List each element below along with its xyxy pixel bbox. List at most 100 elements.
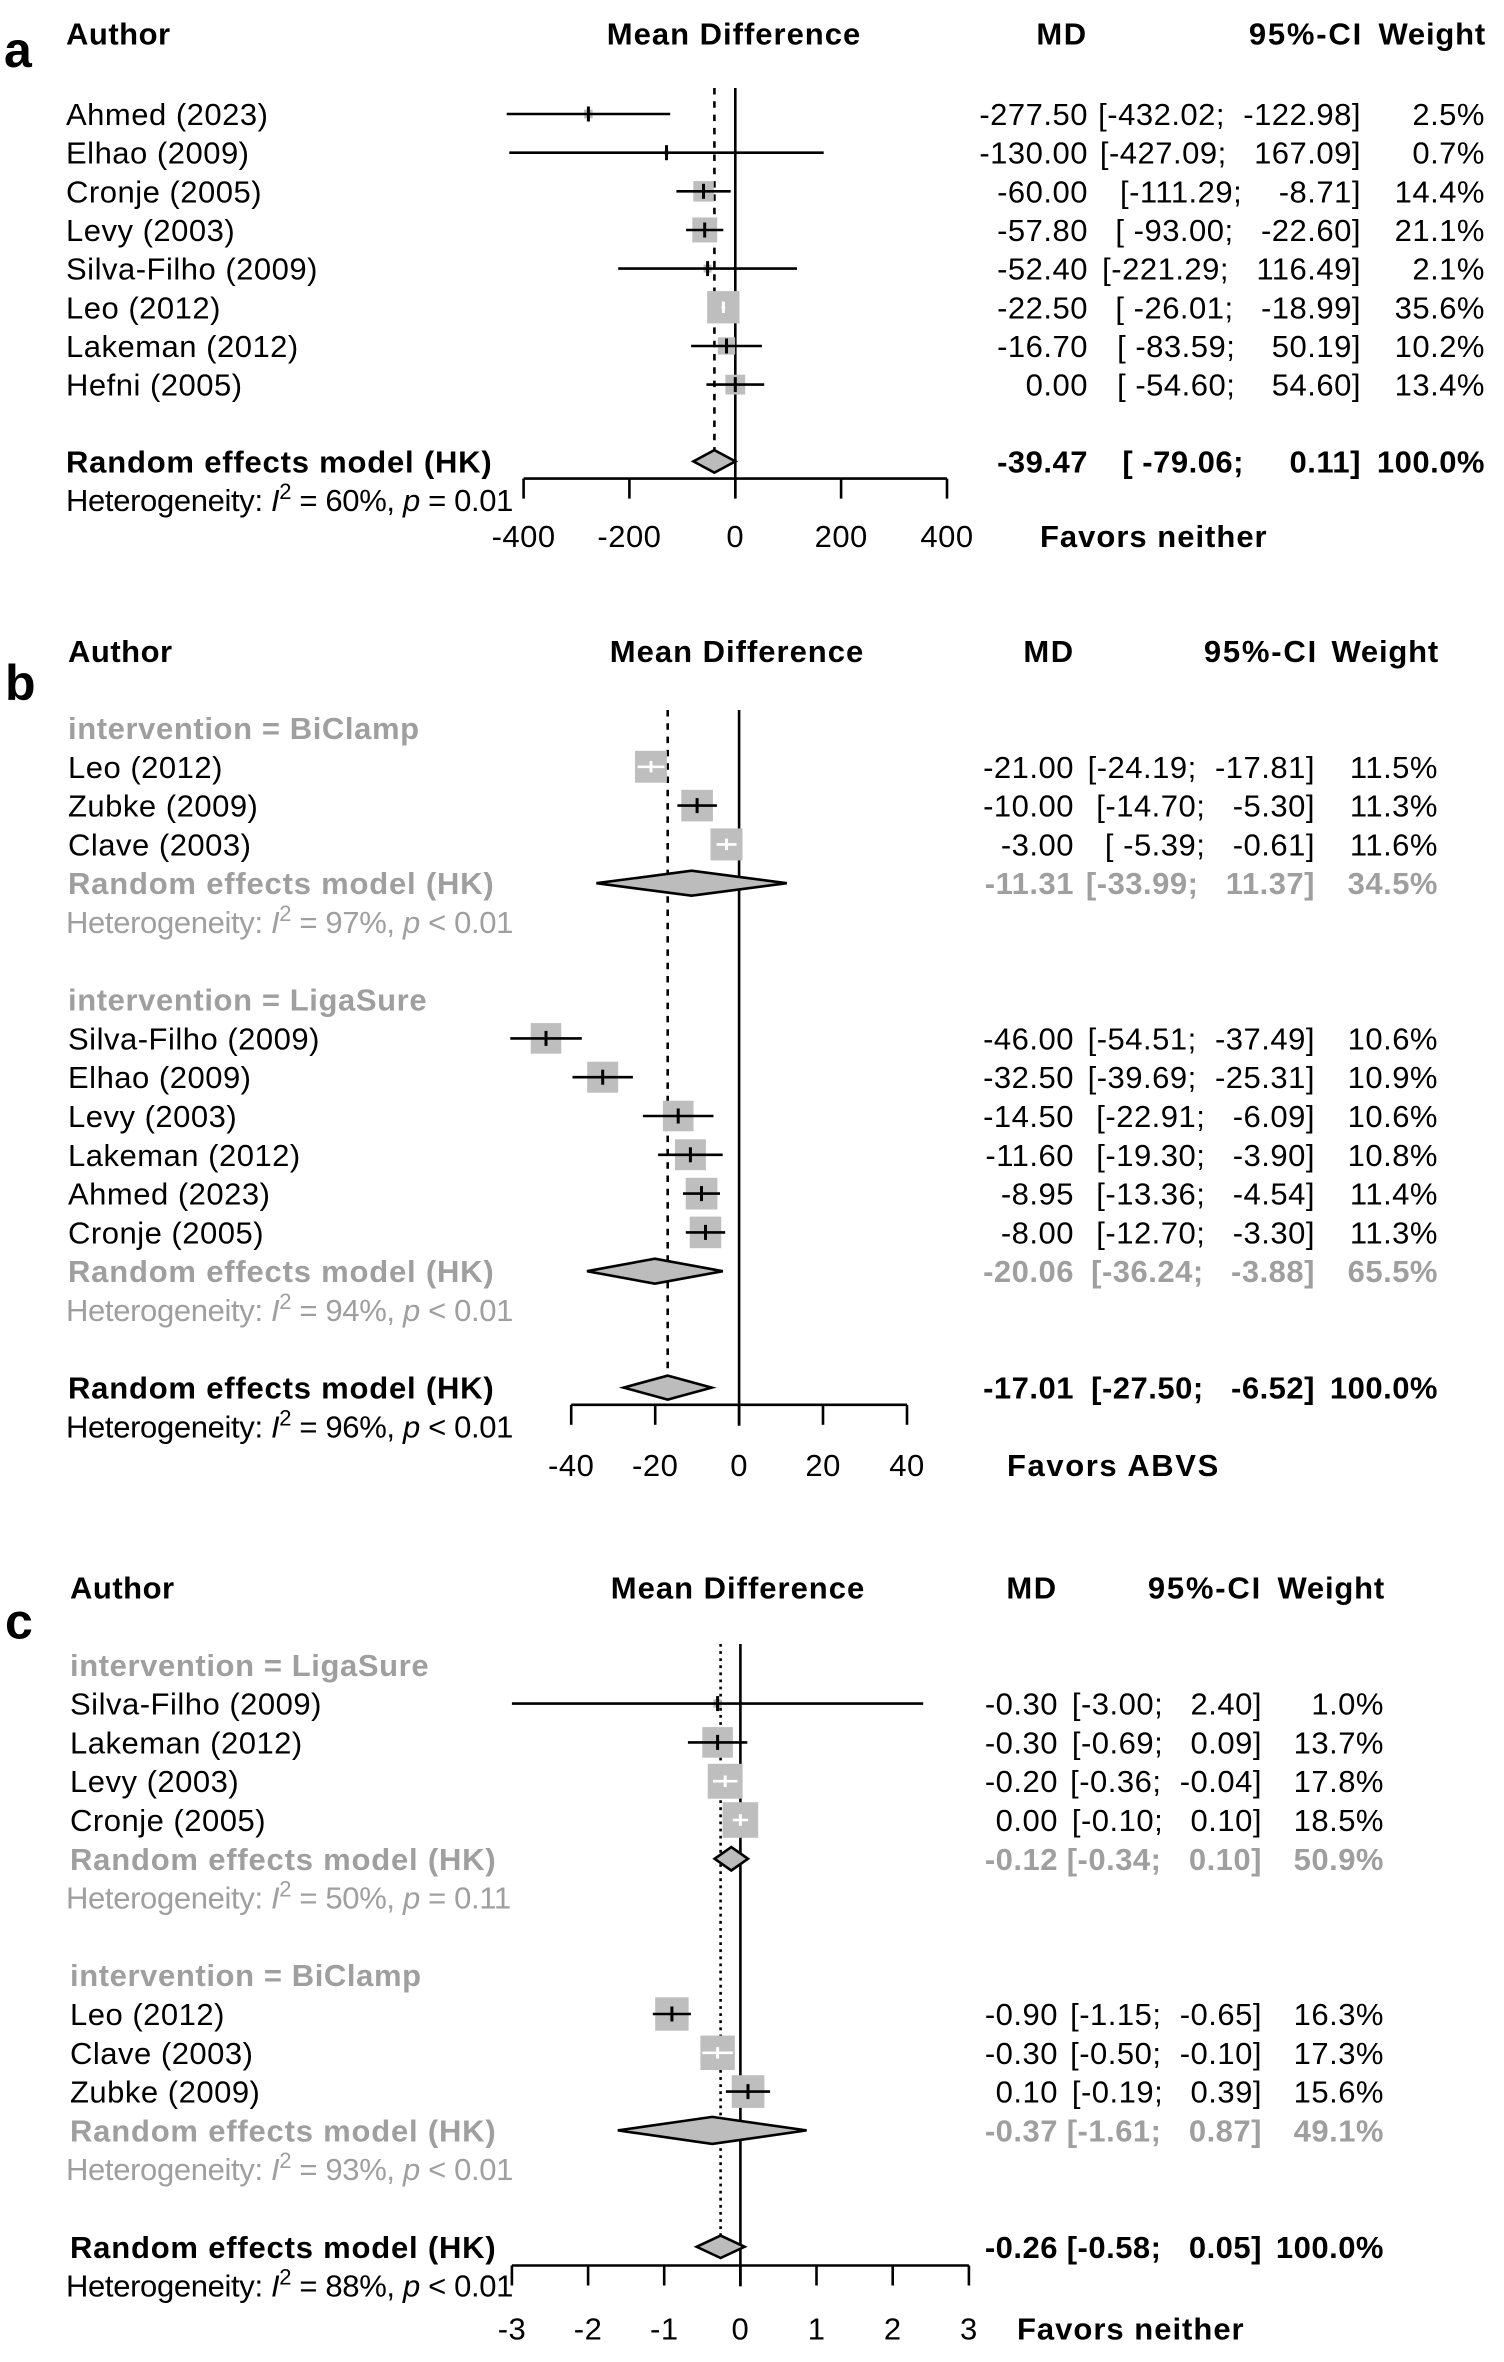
- svg-text:-10.00: -10.00: [983, 789, 1074, 824]
- svg-text:Mean Difference: Mean Difference: [610, 634, 864, 669]
- svg-text:[-36.24; -3.88]: [-36.24; -3.88]: [1091, 1254, 1315, 1289]
- svg-text:65.5%: 65.5%: [1348, 1254, 1438, 1289]
- svg-text:0.7%: 0.7%: [1412, 136, 1485, 171]
- svg-text:Clave (2003): Clave (2003): [70, 2036, 253, 2071]
- svg-text:MD: MD: [1006, 1571, 1057, 1606]
- svg-text:Silva-Filho (2009): Silva-Filho (2009): [68, 1021, 320, 1056]
- svg-text:[-427.09; 167.09]: [-427.09; 167.09]: [1100, 136, 1361, 171]
- svg-text:Silva-Filho (2009): Silva-Filho (2009): [66, 252, 318, 287]
- svg-text:Hefni (2005): Hefni (2005): [66, 368, 243, 403]
- svg-text:17.8%: 17.8%: [1294, 1764, 1384, 1799]
- svg-text:-21.00: -21.00: [983, 750, 1074, 785]
- svg-text:[-54.51; -37.49]: [-54.51; -37.49]: [1088, 1021, 1315, 1056]
- svg-text:11.3%: 11.3%: [1350, 789, 1438, 824]
- svg-text:17.3%: 17.3%: [1294, 2036, 1384, 2071]
- svg-text:Ahmed (2023): Ahmed (2023): [66, 97, 268, 132]
- svg-text:Leo (2012): Leo (2012): [70, 1997, 225, 2032]
- svg-text:13.4%: 13.4%: [1395, 368, 1485, 403]
- svg-text:95%-CI: 95%-CI: [1204, 634, 1318, 669]
- svg-text:-0.30: -0.30: [985, 1687, 1058, 1722]
- svg-text:Levy (2003): Levy (2003): [68, 1099, 237, 1134]
- svg-text:Random effects model (HK): Random effects model (HK): [68, 866, 494, 901]
- svg-text:-0.20: -0.20: [985, 1764, 1058, 1799]
- svg-text:Heterogeneity: I2 = 94%, p < 0: Heterogeneity: I2 = 94%, p < 0.01: [66, 1289, 513, 1328]
- svg-text:-20.06: -20.06: [983, 1254, 1074, 1289]
- svg-text:-60.00: -60.00: [997, 174, 1088, 209]
- svg-text:-40: -40: [548, 1448, 594, 1483]
- svg-text:Weight: Weight: [1331, 634, 1439, 669]
- svg-text:10.6%: 10.6%: [1348, 1099, 1438, 1134]
- svg-text:11.6%: 11.6%: [1350, 827, 1438, 862]
- svg-text:[-33.99; 11.37]: [-33.99; 11.37]: [1086, 866, 1315, 901]
- svg-text:[-3.00; 2.40]: [-3.00; 2.40]: [1072, 1687, 1262, 1722]
- svg-text:Random effects model (HK): Random effects model (HK): [70, 1842, 496, 1877]
- svg-text:Heterogeneity: I2 = 97%, p < 0: Heterogeneity: I2 = 97%, p < 0.01: [66, 901, 513, 940]
- svg-text:-17.01: -17.01: [983, 1371, 1074, 1406]
- svg-text:11.5%: 11.5%: [1350, 750, 1438, 785]
- svg-text:16.3%: 16.3%: [1294, 1997, 1384, 2032]
- svg-text:Random effects model (HK): Random effects model (HK): [68, 1371, 494, 1406]
- svg-text:Random effects model (HK): Random effects model (HK): [66, 444, 492, 479]
- svg-text:[-0.50; -0.10]: [-0.50; -0.10]: [1070, 2036, 1262, 2071]
- svg-text:100.0%: 100.0%: [1377, 444, 1485, 479]
- svg-text:[-0.34; 0.10]: [-0.34; 0.10]: [1067, 1842, 1262, 1877]
- svg-text:[-111.29; -8.71]: [-111.29; -8.71]: [1120, 174, 1361, 209]
- svg-text:[-0.36; -0.04]: [-0.36; -0.04]: [1070, 1764, 1262, 1799]
- svg-text:0: 0: [730, 1448, 748, 1483]
- svg-text:[-0.19; 0.39]: [-0.19; 0.39]: [1072, 2075, 1262, 2110]
- svg-text:b: b: [5, 655, 36, 711]
- svg-text:11.3%: 11.3%: [1350, 1215, 1438, 1250]
- svg-text:Random effects model (HK): Random effects model (HK): [70, 2230, 496, 2265]
- svg-text:intervention = BiClamp: intervention = BiClamp: [68, 711, 420, 746]
- svg-text:[ -93.00; -22.60]: [ -93.00; -22.60]: [1115, 213, 1361, 248]
- svg-text:-0.30: -0.30: [985, 2036, 1058, 2071]
- svg-text:-39.47: -39.47: [997, 444, 1088, 479]
- svg-text:Lakeman (2012): Lakeman (2012): [70, 1725, 303, 1760]
- svg-text:Cronje (2005): Cronje (2005): [70, 1803, 266, 1838]
- svg-text:Clave (2003): Clave (2003): [68, 827, 251, 862]
- svg-text:-0.30: -0.30: [985, 1725, 1058, 1760]
- svg-text:Levy (2003): Levy (2003): [66, 213, 235, 248]
- svg-text:intervention = LigaSure: intervention = LigaSure: [70, 1648, 429, 1683]
- svg-text:Zubke (2009): Zubke (2009): [70, 2075, 260, 2110]
- svg-text:-130.00: -130.00: [979, 136, 1088, 171]
- svg-text:50.9%: 50.9%: [1294, 1842, 1384, 1877]
- svg-text:Lakeman (2012): Lakeman (2012): [66, 329, 299, 364]
- svg-text:[-27.50; -6.52]: [-27.50; -6.52]: [1091, 1371, 1315, 1406]
- svg-text:[-13.36; -4.54]: [-13.36; -4.54]: [1096, 1177, 1315, 1212]
- svg-text:200: 200: [815, 519, 868, 554]
- svg-text:-22.50: -22.50: [997, 290, 1088, 325]
- svg-text:Leo (2012): Leo (2012): [68, 750, 223, 785]
- svg-text:Levy (2003): Levy (2003): [70, 1764, 239, 1799]
- svg-text:-8.00: -8.00: [1001, 1215, 1074, 1250]
- svg-text:11.4%: 11.4%: [1350, 1177, 1438, 1212]
- svg-text:Lakeman (2012): Lakeman (2012): [68, 1138, 301, 1173]
- svg-text:[-22.91; -6.09]: [-22.91; -6.09]: [1096, 1099, 1315, 1134]
- svg-text:18.5%: 18.5%: [1294, 1803, 1384, 1838]
- svg-text:Random effects model (HK): Random effects model (HK): [68, 1254, 494, 1289]
- svg-text:Heterogeneity: I2 = 93%, p < 0: Heterogeneity: I2 = 93%, p < 0.01: [66, 2148, 513, 2187]
- svg-text:40: 40: [889, 1448, 924, 1483]
- svg-text:c: c: [5, 1594, 33, 1650]
- svg-text:[-14.70; -5.30]: [-14.70; -5.30]: [1096, 789, 1315, 824]
- svg-text:35.6%: 35.6%: [1395, 290, 1485, 325]
- svg-text:Elhao (2009): Elhao (2009): [68, 1060, 252, 1095]
- svg-text:Author: Author: [66, 17, 171, 52]
- svg-text:Heterogeneity: I2 = 96%, p < 0: Heterogeneity: I2 = 96%, p < 0.01: [66, 1405, 513, 1444]
- svg-text:-8.95: -8.95: [1001, 1177, 1074, 1212]
- svg-text:Heterogeneity: I2 = 88%, p < 0: Heterogeneity: I2 = 88%, p < 0.01: [66, 2265, 513, 2304]
- svg-text:-11.31: -11.31: [985, 866, 1074, 901]
- svg-text:Weight: Weight: [1378, 17, 1486, 52]
- svg-text:-46.00: -46.00: [983, 1021, 1074, 1056]
- svg-text:-3.00: -3.00: [1001, 827, 1074, 862]
- svg-text:-14.50: -14.50: [983, 1099, 1074, 1134]
- svg-text:-20: -20: [632, 1448, 678, 1483]
- svg-text:MD: MD: [1023, 634, 1074, 669]
- svg-text:2: 2: [884, 2312, 902, 2347]
- svg-text:Mean Difference: Mean Difference: [607, 17, 861, 52]
- svg-text:Cronje (2005): Cronje (2005): [68, 1215, 264, 1250]
- svg-text:1.0%: 1.0%: [1311, 1687, 1384, 1722]
- svg-text:-277.50: -277.50: [979, 97, 1088, 132]
- svg-text:[-0.69; 0.09]: [-0.69; 0.09]: [1072, 1725, 1262, 1760]
- svg-text:Random effects model (HK): Random effects model (HK): [70, 2113, 496, 2148]
